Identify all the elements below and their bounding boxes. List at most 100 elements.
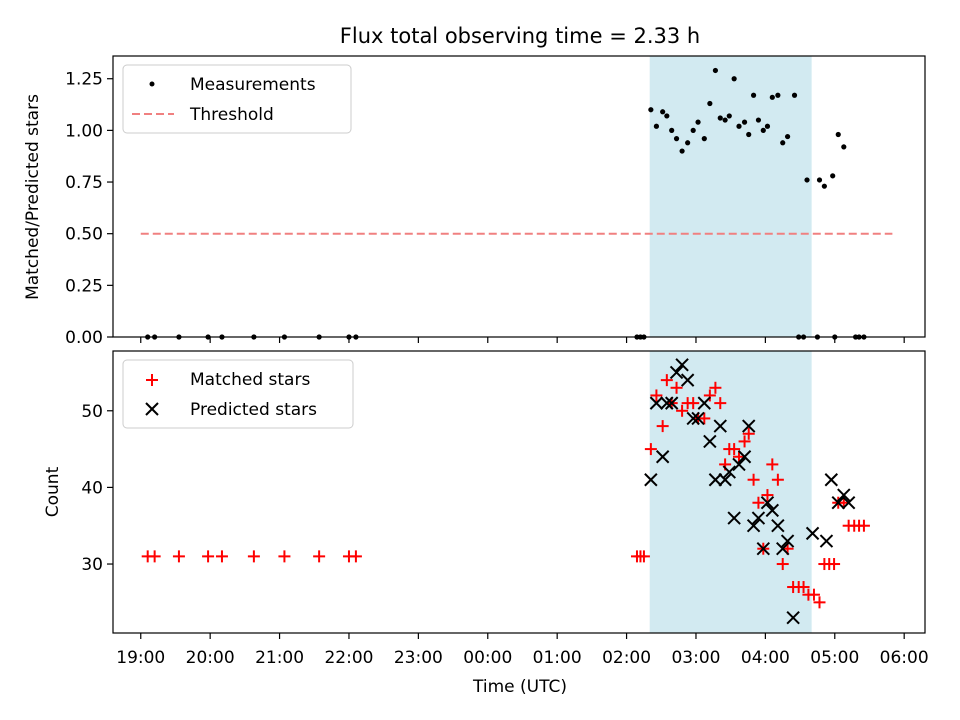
matched-star-point xyxy=(771,473,784,486)
bottom-shaded-region xyxy=(649,351,812,633)
matched-star-point xyxy=(761,489,774,502)
matched-star-point xyxy=(656,420,669,433)
measurement-point xyxy=(685,140,691,146)
predicted-star-point xyxy=(837,488,851,502)
matched-star-point xyxy=(709,381,722,394)
measurement-point xyxy=(664,113,670,119)
xtick-label: 23:00 xyxy=(394,648,443,668)
bottom-ytick-label: 30 xyxy=(81,555,103,575)
measurement-point xyxy=(707,100,713,107)
measurement-point xyxy=(830,173,836,179)
matched-star-point xyxy=(738,435,751,448)
predicted-star-point xyxy=(649,396,664,410)
predicted-star-point xyxy=(680,373,695,387)
matched-star-point xyxy=(172,550,185,563)
x-axis-label: Time (UTC) xyxy=(472,677,567,697)
measurement-point xyxy=(769,94,775,100)
top-ytick-label: 1.25 xyxy=(65,70,103,90)
top-shaded-region xyxy=(649,56,812,337)
matched-star-point xyxy=(687,397,700,410)
matched-star-point xyxy=(215,550,228,563)
bottom-ytick-label: 40 xyxy=(81,478,103,498)
predicted-star-point xyxy=(644,473,658,487)
bottom-legend: Matched stars Predicted stars xyxy=(122,359,354,429)
xtick-label: 21:00 xyxy=(255,648,304,668)
predicted-star-point xyxy=(664,396,679,410)
top-ytick-label: 1.00 xyxy=(65,121,103,141)
matched-star-point xyxy=(828,558,841,571)
matched-star-point xyxy=(313,550,326,563)
predicted-star-point xyxy=(805,526,820,541)
measurement-point xyxy=(780,140,786,146)
predicted-star-point xyxy=(756,541,771,556)
predicted-star-point xyxy=(718,473,732,487)
matched-star-point xyxy=(650,389,663,402)
bottom-panel-frame xyxy=(112,350,926,634)
predicted-star-point xyxy=(780,534,795,548)
measurement-point xyxy=(731,76,737,82)
matched-star-point xyxy=(857,519,870,532)
top-y-ticks: 0.00 0.25 0.50 0.75 1.00 1.25 xyxy=(65,70,113,348)
predicted-star-point xyxy=(727,511,741,525)
predicted-star-point xyxy=(655,450,670,464)
top-legend: Measurements Threshold xyxy=(122,64,352,134)
bottom-panel-marks xyxy=(141,358,870,625)
xtick-label: 04:00 xyxy=(741,648,790,668)
top-ytick-label: 0.75 xyxy=(65,173,103,193)
predicted-star-point xyxy=(708,473,723,487)
matched-star-point xyxy=(742,427,755,440)
measurement-point xyxy=(712,67,719,74)
top-ytick-label: 0.50 xyxy=(65,225,103,245)
matched-star-point xyxy=(813,596,826,609)
predicted-star-point xyxy=(691,411,705,426)
legend-measurements-marker xyxy=(149,81,155,87)
measurement-point xyxy=(775,92,781,98)
measurement-point xyxy=(755,117,762,123)
xtick-label: 03:00 xyxy=(671,648,720,668)
matched-star-point xyxy=(797,581,810,594)
matched-star-point xyxy=(278,550,291,563)
measurement-point xyxy=(660,109,666,115)
predicted-star-point xyxy=(776,541,790,556)
measurement-point xyxy=(835,131,841,138)
predicted-star-point xyxy=(765,503,780,518)
xtick-label: 02:00 xyxy=(602,648,651,668)
predicted-star-point xyxy=(697,396,712,410)
predicted-star-point xyxy=(831,496,845,510)
measurement-point xyxy=(690,127,696,133)
legend-predicted-label: Predicted stars xyxy=(190,400,317,420)
measurement-point xyxy=(679,148,685,154)
predicted-star-point xyxy=(746,519,761,533)
bottom-y-axis-label: Count xyxy=(43,466,63,517)
predicted-star-point xyxy=(713,419,727,433)
measurement-point xyxy=(717,115,723,121)
xtick-label: 01:00 xyxy=(533,648,582,668)
predicted-star-point xyxy=(771,519,785,533)
top-panel-marks xyxy=(140,67,893,340)
matched-star-point xyxy=(644,443,657,456)
predicted-star-point xyxy=(737,450,752,464)
matched-star-point xyxy=(698,412,711,425)
legend-matched-label: Matched stars xyxy=(190,370,310,390)
predicted-star-point xyxy=(703,434,717,449)
bottom-y-ticks: 30 40 50 xyxy=(81,402,113,575)
matched-star-point xyxy=(776,558,789,571)
predicted-star-point xyxy=(669,365,684,380)
measurement-point xyxy=(784,133,791,140)
measurement-point xyxy=(816,177,823,183)
measurement-point xyxy=(746,131,752,138)
matched-star-point xyxy=(247,550,260,563)
matched-star-point xyxy=(703,389,716,402)
measurement-point xyxy=(821,183,827,189)
xtick-label: 19:00 xyxy=(116,648,165,668)
predicted-star-point xyxy=(841,496,856,510)
measurement-point xyxy=(841,144,847,150)
top-ytick-label: 0.00 xyxy=(65,328,103,348)
predicted-star-point xyxy=(675,358,689,372)
legend-measurements-label: Measurements xyxy=(190,75,316,95)
predicted-star-point xyxy=(686,411,700,426)
matched-star-point xyxy=(766,458,779,471)
top-y-axis-label: Matched/Predicted stars xyxy=(23,94,43,300)
predicted-star-point xyxy=(819,534,834,548)
measurement-point xyxy=(791,92,798,98)
